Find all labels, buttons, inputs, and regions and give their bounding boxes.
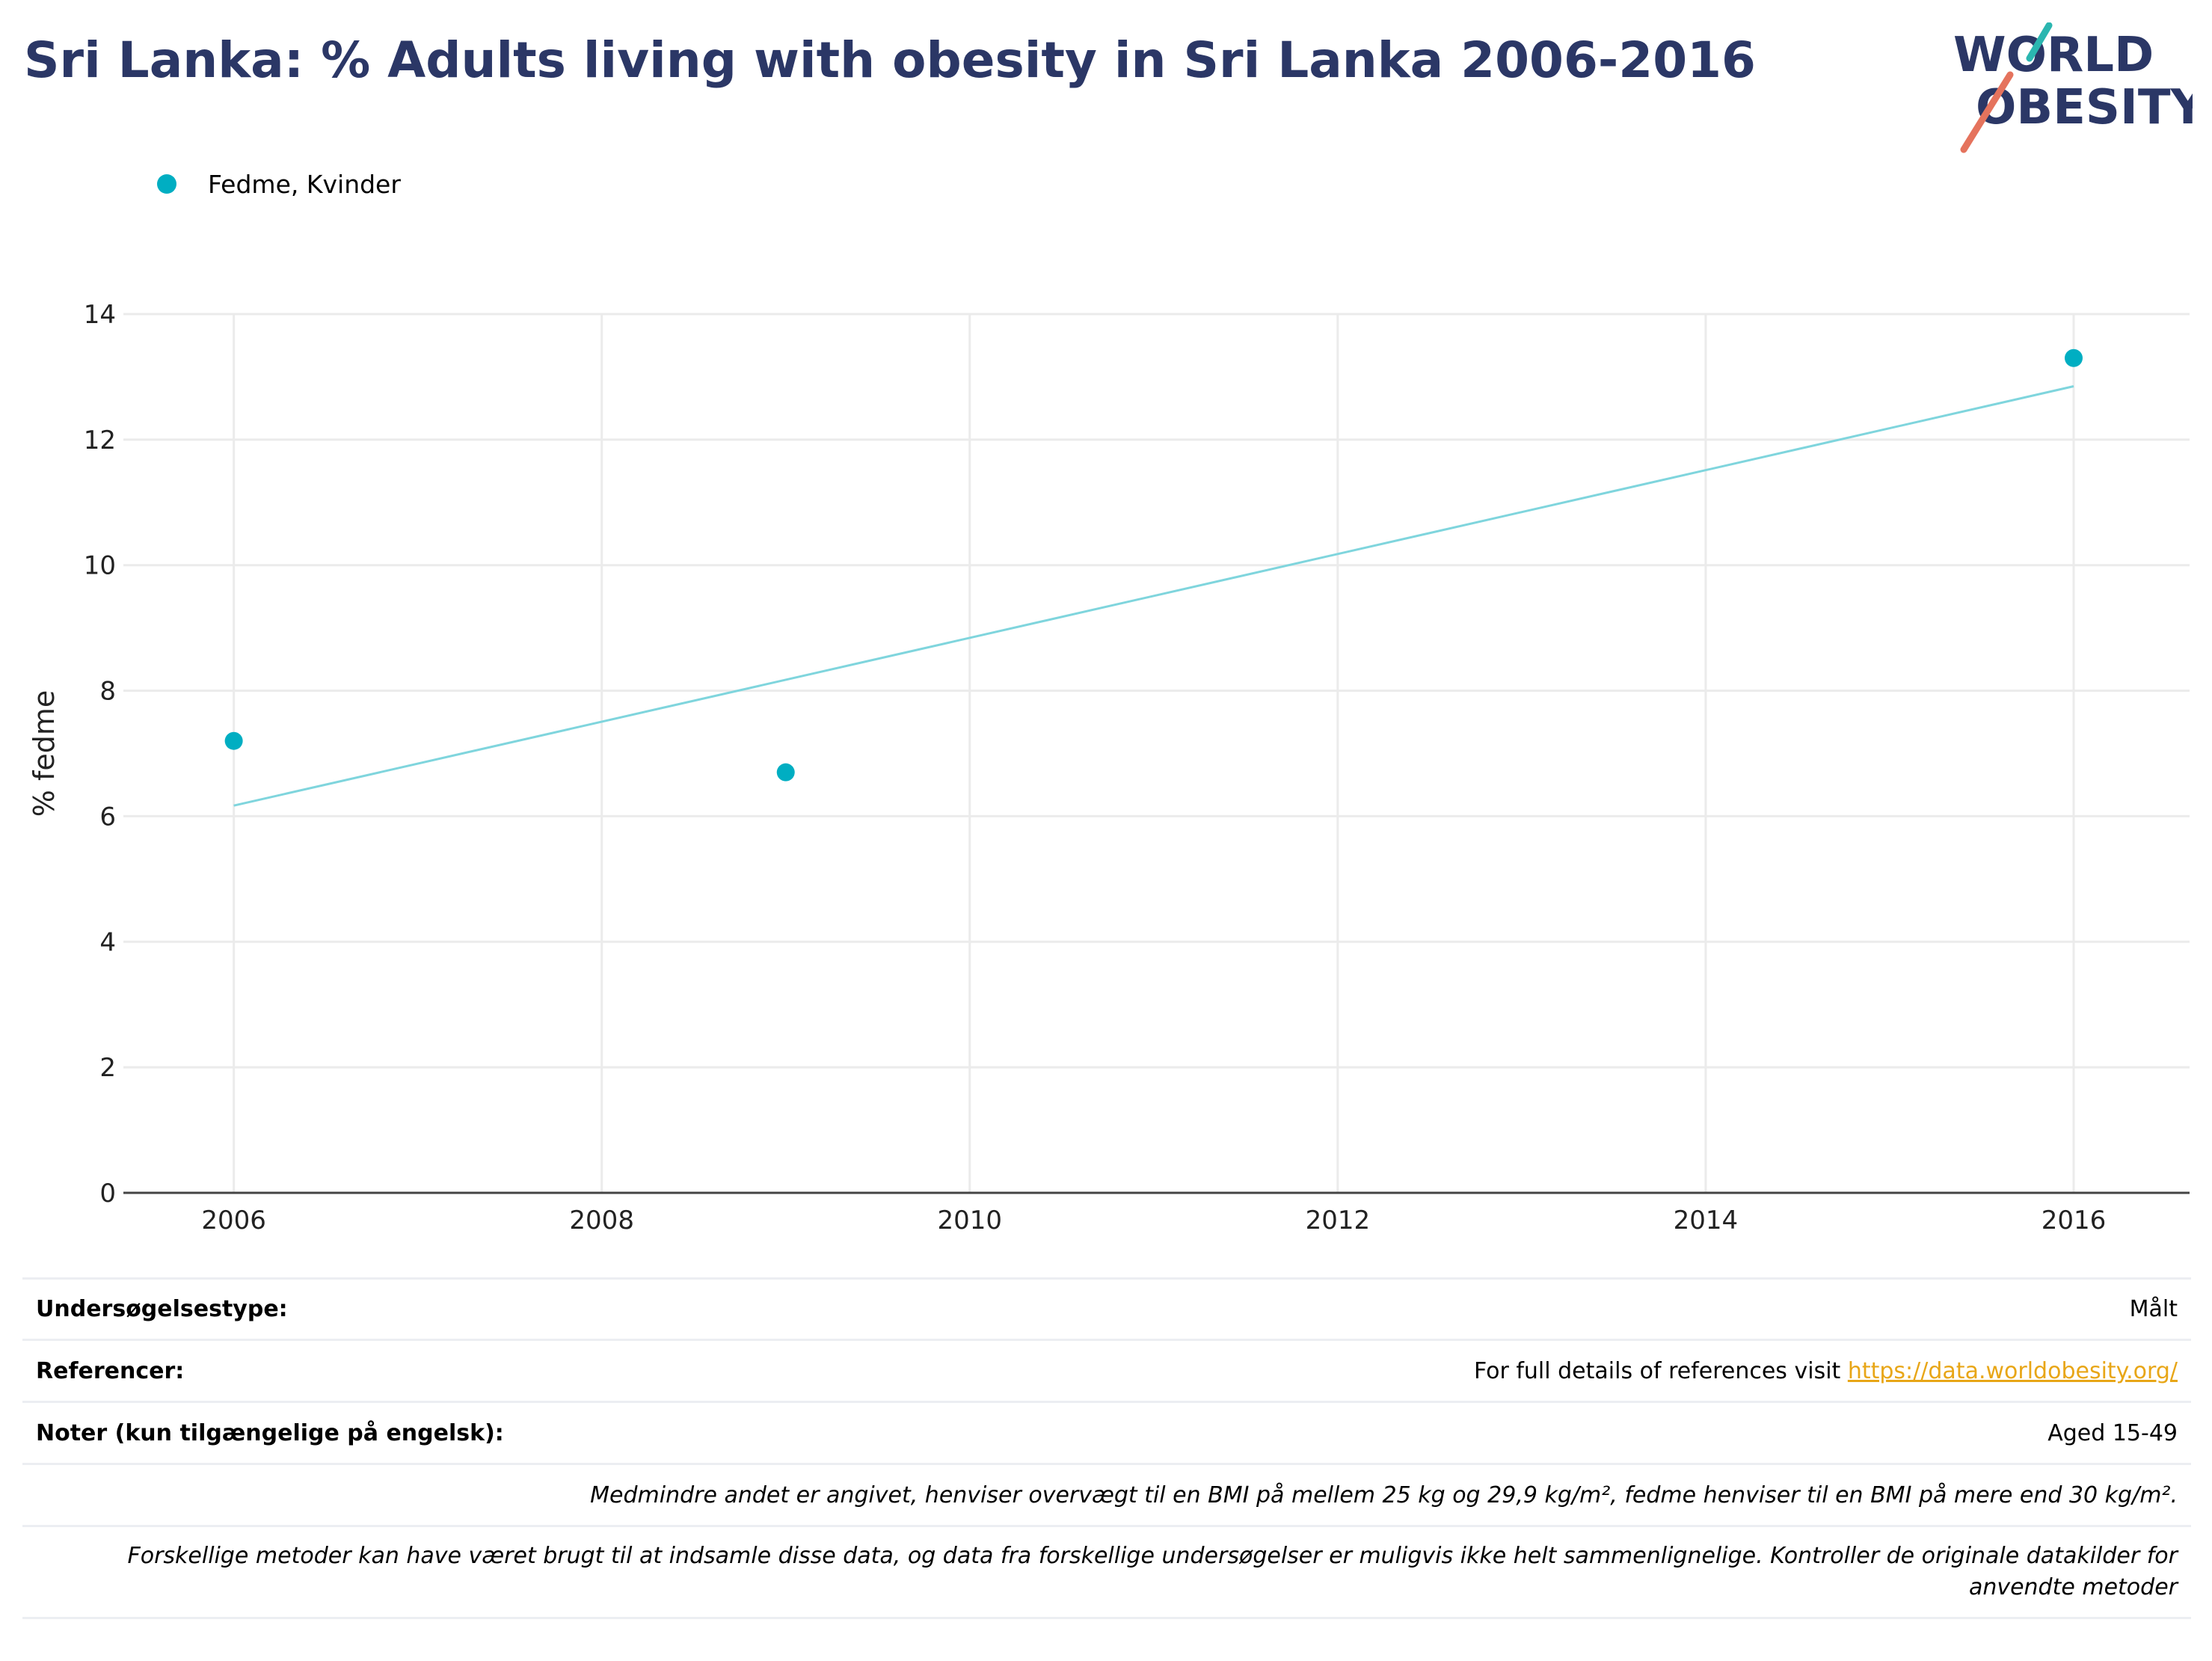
world-obesity-logo: WORLD OBESITY <box>1953 22 2193 153</box>
trend-line <box>233 385 2074 807</box>
survey-type-row: Undersøgelsestype: Målt <box>22 1277 2191 1341</box>
x-tick-label: 2008 <box>569 1206 634 1235</box>
scatter-chart: 0 2 4 6 8 10 12 14 2006 2008 2010 2012 2014 2016 % fed… <box>28 300 2190 1235</box>
y-tick-label: 14 <box>84 300 116 330</box>
y-tick-label: 6 <box>99 802 116 832</box>
x-tick-label: 2006 <box>201 1206 266 1235</box>
bmi-note-row: Medmindre andet er angivet, henviser ove… <box>22 1465 2191 1527</box>
bmi-note: Medmindre andet er angivet, henviser ove… <box>590 1482 2178 1508</box>
y-tick-label: 2 <box>99 1053 116 1083</box>
notes-row: Noter (kun tilgængelige på engelsk): Age… <box>22 1403 2191 1465</box>
chart-title: Sri Lanka: % Adults living with obesity … <box>24 31 1756 89</box>
references-text: For full details of references visit <box>1473 1357 1848 1384</box>
y-axis-label: % fedme <box>28 690 61 817</box>
x-tick-label: 2010 <box>938 1206 1003 1235</box>
notes-value: Aged 15-49 <box>2047 1419 2178 1446</box>
survey-type-value: Målt <box>2129 1296 2178 1322</box>
logo-word-world: WORLD <box>1953 28 2154 83</box>
references-value: For full details of references visit htt… <box>1474 1358 2191 1384</box>
methods-note-row: Forskellige metoder kan have været brugt… <box>22 1527 2191 1619</box>
x-tick-label: 2014 <box>1674 1206 1739 1235</box>
legend-marker <box>157 174 176 194</box>
references-label: Referencer: <box>36 1357 185 1384</box>
references-row: Referencer: For full details of referenc… <box>22 1341 2191 1403</box>
y-tick-label: 0 <box>99 1179 116 1209</box>
data-point <box>2064 349 2083 367</box>
x-tick-label: 2012 <box>1306 1206 1371 1235</box>
notes-table: Undersøgelsestype: Målt Referencer: For … <box>22 1277 2191 1619</box>
y-tick-label: 8 <box>99 677 116 707</box>
references-link[interactable]: https://data.worldobesity.org/ <box>1847 1357 2178 1384</box>
logo-word-obesity: OBESITY <box>1976 80 2193 135</box>
y-tick-label: 10 <box>84 551 116 581</box>
survey-type-label: Undersøgelsestype: <box>36 1296 288 1322</box>
logo-coral-slash <box>1960 71 2014 153</box>
legend: Fedme, Kvinder <box>157 169 401 199</box>
legend-label: Fedme, Kvinder <box>208 169 401 199</box>
data-point <box>224 731 243 750</box>
notes-label: Noter (kun tilgængelige på engelsk): <box>36 1419 504 1446</box>
methods-note: Forskellige metoder kan have været brugt… <box>127 1543 2178 1600</box>
y-tick-label: 12 <box>84 426 116 455</box>
y-tick-label: 4 <box>99 927 116 957</box>
x-tick-label: 2016 <box>2042 1206 2107 1235</box>
logo-teal-slash <box>2026 22 2053 62</box>
data-point <box>776 763 795 782</box>
